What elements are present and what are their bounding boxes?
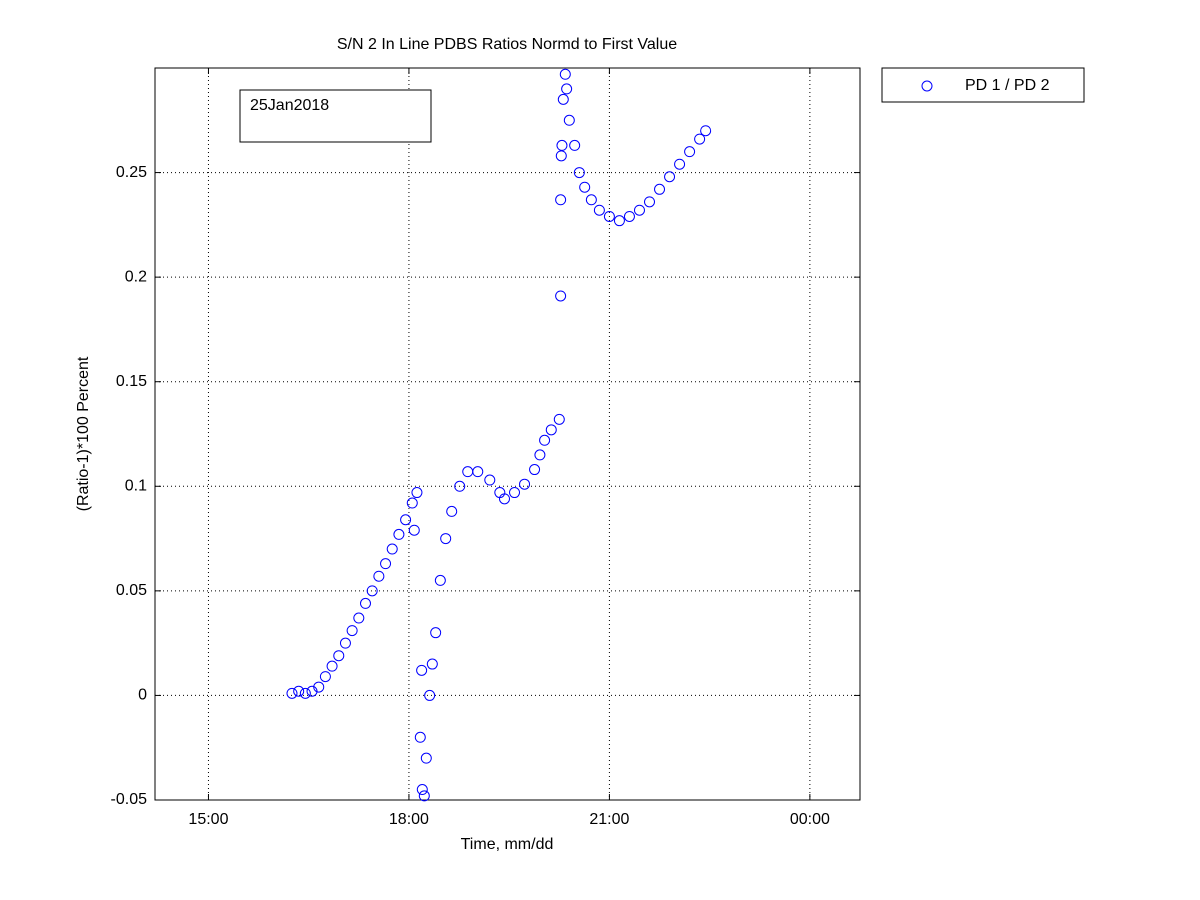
point — [313, 681, 325, 693]
point — [559, 68, 571, 80]
x-tick-label: 15:00 — [188, 811, 228, 828]
point — [498, 493, 510, 505]
point — [299, 687, 311, 699]
point — [472, 466, 484, 478]
point — [573, 167, 585, 179]
plot-frame — [154, 67, 861, 801]
y-tick-label: -0.05 — [111, 791, 148, 808]
point — [406, 497, 418, 509]
legend-label: PD 1 / PD 2 — [965, 77, 1050, 94]
point — [373, 570, 385, 582]
point — [326, 660, 338, 672]
y-axis-label: (Ratio-1)*100 Percent — [75, 356, 92, 511]
point — [484, 474, 496, 486]
legend-marker — [921, 80, 933, 92]
point — [644, 196, 656, 208]
x-tick-label: 21:00 — [589, 811, 629, 828]
point — [393, 528, 405, 540]
point — [519, 478, 531, 490]
point — [359, 597, 371, 609]
y-tick-label: 0.2 — [125, 268, 147, 285]
annotation-box — [239, 89, 432, 143]
point — [434, 574, 446, 586]
point — [446, 505, 458, 517]
point — [333, 650, 345, 662]
point — [623, 210, 635, 222]
point — [561, 83, 573, 95]
point — [603, 210, 615, 222]
y-tick-label: 0.15 — [116, 373, 147, 390]
annotation: 25Jan2018 — [250, 97, 329, 114]
point — [563, 114, 575, 126]
point — [411, 487, 423, 499]
point — [684, 146, 696, 158]
point — [366, 585, 378, 597]
point — [414, 731, 426, 743]
point — [545, 424, 557, 436]
y-tick-label: 0 — [138, 687, 147, 704]
chart-title: S/N 2 In Line PDBS Ratios Normd to First… — [337, 36, 677, 53]
point — [579, 181, 591, 193]
point — [416, 664, 428, 676]
point — [654, 183, 666, 195]
point — [440, 533, 452, 545]
point — [534, 449, 546, 461]
point — [353, 612, 365, 624]
point — [569, 139, 581, 151]
point — [380, 558, 392, 570]
point — [400, 514, 412, 526]
point — [339, 637, 351, 649]
point — [408, 524, 420, 536]
point — [556, 139, 568, 151]
point — [555, 194, 567, 206]
point — [633, 204, 645, 216]
point — [585, 194, 597, 206]
point — [286, 687, 298, 699]
point — [346, 625, 358, 637]
point — [426, 658, 438, 670]
point — [319, 671, 331, 683]
point — [613, 215, 625, 227]
point — [420, 752, 432, 764]
point — [694, 133, 706, 145]
point — [674, 158, 686, 170]
point — [386, 543, 398, 555]
legend-box — [881, 67, 1085, 103]
y-tick-label: 0.1 — [125, 478, 147, 495]
point — [509, 487, 521, 499]
x-axis-label: Time, mm/dd — [461, 836, 554, 853]
point — [424, 689, 436, 701]
point — [430, 627, 442, 639]
point — [700, 125, 712, 137]
point — [555, 290, 567, 302]
point — [293, 685, 305, 697]
point — [454, 480, 466, 492]
point — [539, 434, 551, 446]
point — [557, 93, 569, 105]
x-tick-label: 18:00 — [389, 811, 429, 828]
point — [306, 685, 318, 697]
x-tick-label: 00:00 — [790, 811, 830, 828]
point — [593, 204, 605, 216]
point — [529, 464, 541, 476]
point — [416, 784, 428, 796]
point — [664, 171, 676, 183]
y-tick-label: 0.25 — [116, 164, 147, 181]
y-tick-label: 0.05 — [116, 582, 147, 599]
point — [418, 790, 430, 802]
point — [553, 413, 565, 425]
